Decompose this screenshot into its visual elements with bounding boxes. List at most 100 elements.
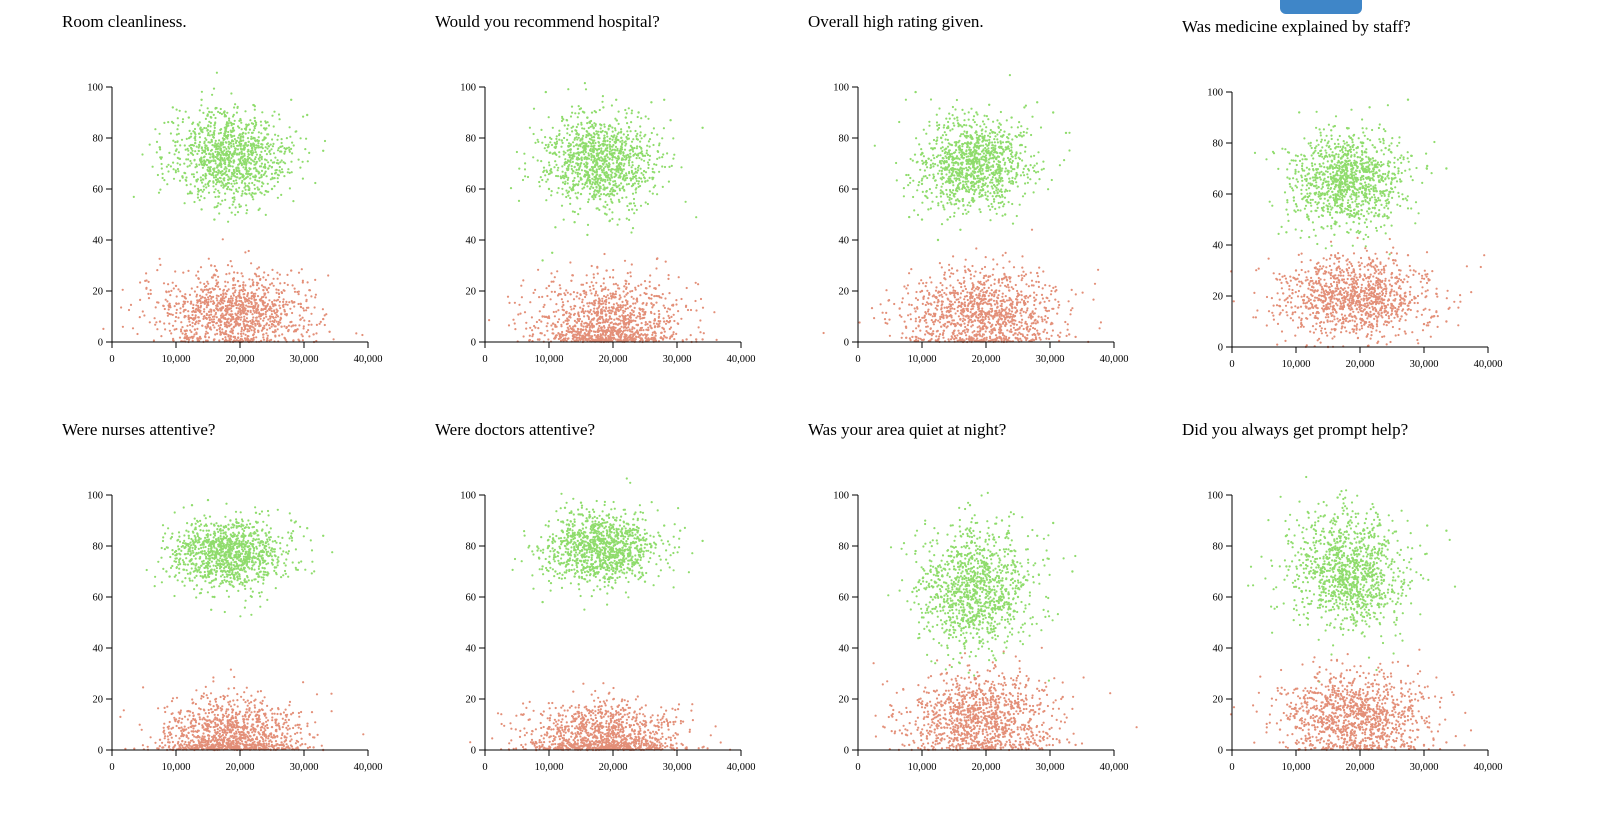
x-tick: 20,000	[599, 342, 627, 365]
scatter-point	[625, 172, 628, 175]
scatter-point	[172, 161, 175, 164]
scatter-point	[249, 300, 253, 304]
scatter-point	[618, 298, 621, 301]
scatter-point	[579, 138, 582, 141]
scatter-point	[226, 304, 229, 307]
scatter-point	[193, 290, 196, 293]
scatter-point	[196, 193, 199, 196]
scatter-point	[589, 125, 592, 128]
scatter-point	[541, 178, 544, 182]
scatter-point	[202, 174, 205, 177]
scatter-point	[957, 125, 960, 128]
scatter-point	[264, 120, 267, 123]
scatter-point	[200, 104, 203, 107]
scatter-point	[636, 300, 639, 303]
scatter-point	[685, 338, 688, 341]
scatter-point	[640, 137, 643, 140]
scatter-point	[636, 332, 640, 335]
scatter-point	[567, 337, 570, 340]
scatter-point	[247, 153, 250, 156]
scatter-point	[954, 151, 957, 154]
scatter-point	[270, 313, 273, 316]
scatter-point	[628, 328, 631, 331]
scatter-point	[145, 272, 148, 275]
scatter-point	[589, 187, 592, 190]
scatter-point	[204, 339, 208, 342]
scatter-point	[173, 153, 176, 156]
scatter-point	[608, 315, 611, 318]
scatter-point	[624, 304, 627, 307]
scatter-point	[644, 321, 647, 324]
scatter-point	[304, 148, 307, 151]
scatter-point	[196, 152, 199, 155]
scatter-point	[939, 147, 943, 150]
scatter-point	[554, 325, 557, 328]
scatter-point	[567, 328, 570, 331]
scatter-point	[639, 140, 642, 143]
scatter-point	[647, 166, 650, 170]
scatter-point	[276, 149, 280, 152]
scatter-point	[322, 149, 325, 152]
scatter-point	[565, 312, 568, 315]
scatter-point	[562, 150, 565, 153]
scatter-point	[200, 90, 203, 93]
scatter-point	[571, 130, 574, 133]
scatter-point	[181, 175, 184, 178]
scatter-point	[600, 169, 604, 172]
scatter-point	[273, 185, 276, 188]
scatter-point	[601, 317, 604, 320]
scatter-point	[217, 189, 220, 192]
scatter-point	[201, 151, 204, 155]
scatter-point	[607, 168, 610, 171]
scatter-point	[621, 306, 624, 309]
y-tick-label: 40	[466, 236, 477, 247]
scatter-point	[215, 279, 218, 282]
scatter-point	[627, 282, 630, 285]
scatter-point	[262, 285, 265, 288]
scatter-point	[260, 132, 263, 135]
scatter-point	[294, 324, 297, 327]
scatter-point	[270, 282, 274, 285]
scatter-point	[174, 171, 177, 174]
scatter-point	[168, 151, 171, 154]
scatter-point	[556, 169, 559, 172]
scatter-point	[1011, 159, 1014, 163]
scatter-point	[601, 312, 604, 315]
scatter-point	[652, 322, 656, 325]
scatter-point	[639, 167, 642, 170]
scatter-point	[680, 297, 683, 301]
scatter-point	[224, 336, 227, 339]
scatter-point	[292, 324, 295, 327]
scatter-point	[266, 303, 269, 306]
scatter-point	[606, 144, 609, 147]
scatter-point	[287, 146, 291, 149]
scatter-point	[605, 213, 608, 216]
scatter-point	[621, 319, 624, 322]
scatter-point	[958, 200, 961, 203]
scatter-panel: Overall high rating given. 0 20 40 60 80 100 0 1…	[808, 12, 1198, 412]
scatter-point	[184, 332, 187, 335]
scatter-point	[276, 177, 279, 180]
scatter-point	[264, 310, 267, 314]
scatter-point	[243, 186, 246, 189]
blue-tab[interactable]	[1280, 0, 1362, 14]
scatter-point	[174, 169, 177, 172]
scatter-point	[300, 268, 303, 271]
scatter-point	[223, 179, 226, 182]
scatter-point	[590, 142, 593, 145]
scatter-point	[200, 146, 203, 149]
scatter-point	[565, 161, 568, 165]
scatter-point	[600, 308, 603, 311]
scatter-point	[614, 326, 617, 329]
scatter-point	[198, 141, 202, 144]
scatter-point	[551, 251, 554, 254]
scatter-point	[217, 132, 220, 135]
scatter-point	[230, 188, 233, 191]
scatter-point	[645, 303, 648, 307]
scatter-point	[652, 304, 655, 307]
scatter-point	[957, 207, 960, 210]
scatter-point	[254, 166, 257, 169]
scatter-point	[288, 126, 291, 129]
scatter-point	[132, 195, 135, 198]
scatter-point	[297, 271, 301, 274]
